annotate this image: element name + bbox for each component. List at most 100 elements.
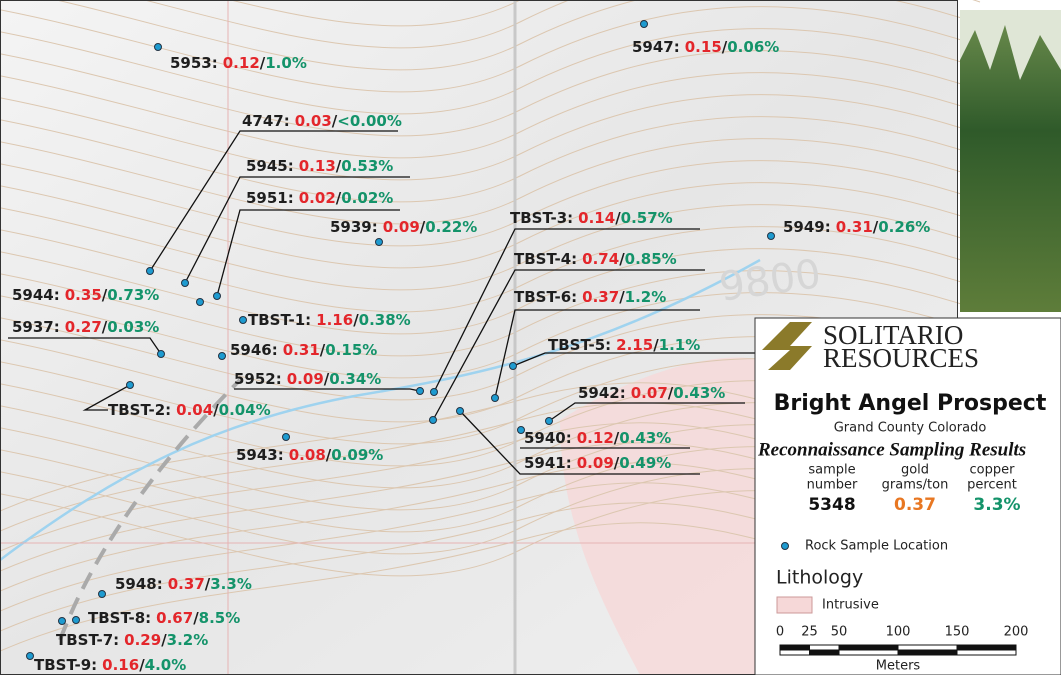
sample-id: TBST-7: bbox=[56, 631, 119, 649]
copper-value: 0.26% bbox=[878, 218, 930, 236]
sample-id: 5943: bbox=[236, 446, 284, 464]
copper-value: 0.34% bbox=[329, 370, 381, 388]
sample-id: 5937: bbox=[12, 318, 60, 336]
sample-label: 5953:0.12/1.0% bbox=[170, 54, 307, 72]
sample-label: 5944:0.35/0.73% bbox=[12, 286, 159, 304]
gold-value: 0.08 bbox=[289, 446, 326, 464]
copper-value: 0.03% bbox=[107, 318, 159, 336]
sample-label: TBST-7:0.29/3.2% bbox=[56, 631, 208, 649]
sample-dot bbox=[182, 280, 189, 287]
gold-value: 0.14 bbox=[578, 209, 615, 227]
gold-value: 0.67 bbox=[156, 609, 193, 627]
legend-dot bbox=[782, 543, 789, 550]
sample-label: 5947:0.15/0.06% bbox=[632, 38, 779, 56]
sample-dot bbox=[99, 591, 106, 598]
sample-dot bbox=[27, 653, 34, 660]
gold-value: 0.31 bbox=[283, 341, 320, 359]
scale-segment bbox=[839, 650, 898, 655]
column-example: 3.3% bbox=[973, 495, 1020, 515]
column-head: copper bbox=[970, 463, 1016, 478]
scale-segment bbox=[780, 645, 810, 650]
sample-label: 5940:0.12/0.43% bbox=[524, 429, 671, 447]
gold-value: 0.27 bbox=[65, 318, 102, 336]
sample-dot bbox=[240, 317, 247, 324]
copper-value: 3.3% bbox=[210, 575, 252, 593]
scale-segment bbox=[898, 650, 957, 655]
copper-value: <0.00% bbox=[337, 112, 402, 130]
sample-id: TBST-9: bbox=[34, 656, 97, 674]
sample-id: 5942: bbox=[578, 384, 626, 402]
legend-dot-label: Rock Sample Location bbox=[805, 539, 948, 554]
copper-value: 0.73% bbox=[107, 286, 159, 304]
sample-id: 5949: bbox=[783, 218, 831, 236]
intrusive-swatch bbox=[777, 597, 812, 613]
copper-value: 0.53% bbox=[341, 157, 393, 175]
sample-label: 5943:0.08/0.09% bbox=[236, 446, 383, 464]
sample-dot bbox=[546, 418, 553, 425]
sample-id: TBST-2: bbox=[108, 401, 171, 419]
gold-value: 0.37 bbox=[168, 575, 205, 593]
sample-label: 5937:0.27/0.03% bbox=[12, 318, 159, 336]
gold-value: 1.16 bbox=[316, 311, 353, 329]
sample-label: TBST-5:2.15/1.1% bbox=[548, 336, 700, 354]
logo-text: RESOURCES bbox=[823, 343, 979, 373]
sample-dot bbox=[641, 21, 648, 28]
intrusive-label: Intrusive bbox=[822, 598, 879, 613]
gold-value: 0.09 bbox=[287, 370, 324, 388]
gold-value: 0.37 bbox=[582, 288, 619, 306]
sample-dot bbox=[73, 617, 80, 624]
column-head: grams/ton bbox=[882, 478, 949, 493]
scale-segment bbox=[957, 650, 1016, 655]
copper-value: 0.38% bbox=[359, 311, 411, 329]
copper-value: 0.49% bbox=[619, 454, 671, 472]
sample-label: 5951:0.02/0.02% bbox=[246, 189, 393, 207]
legend-columns: samplenumber5348goldgrams/ton0.37copperp… bbox=[807, 463, 1021, 516]
scale-unit: Meters bbox=[876, 659, 921, 674]
scale-tick-label: 25 bbox=[801, 625, 818, 640]
page: {"map": { "separator": "/", "contour_lab… bbox=[0, 0, 1061, 675]
copper-value: 0.57% bbox=[621, 209, 673, 227]
gold-value: 0.35 bbox=[65, 286, 102, 304]
legend-subtitle: Grand County Colorado bbox=[834, 421, 987, 436]
sample-id: 5941: bbox=[524, 454, 572, 472]
sample-dot bbox=[430, 417, 437, 424]
copper-value: 0.22% bbox=[425, 218, 477, 236]
sample: TBST-9:0.16/4.0% bbox=[27, 653, 187, 674]
sample-id: TBST-1: bbox=[248, 311, 311, 329]
sample-label: TBST-1:1.16/0.38% bbox=[248, 311, 411, 329]
gold-value: 0.09 bbox=[383, 218, 420, 236]
lithology-title: Lithology bbox=[776, 567, 863, 589]
sample-id: TBST-3: bbox=[510, 209, 573, 227]
sample-id: 5945: bbox=[246, 157, 294, 175]
copper-value: 0.09% bbox=[331, 446, 383, 464]
sample-id: TBST-6: bbox=[514, 288, 577, 306]
sample-label: TBST-8:0.67/8.5% bbox=[88, 609, 240, 627]
sample-id: 5948: bbox=[115, 575, 163, 593]
sample-id: 5947: bbox=[632, 38, 680, 56]
sample-id: TBST-5: bbox=[548, 336, 611, 354]
sample: 5946:0.31/0.15% bbox=[219, 341, 378, 360]
gold-value: 0.04 bbox=[176, 401, 213, 419]
sample-dot bbox=[492, 395, 499, 402]
page-body: 9800 5953:0.12/1.0%5947:0.15/0.06%4747:0… bbox=[0, 0, 1061, 675]
sample-dot bbox=[197, 299, 204, 306]
copper-value: 0.15% bbox=[325, 341, 377, 359]
sample-id: 5940: bbox=[524, 429, 572, 447]
sample-dot bbox=[417, 388, 424, 395]
gold-value: 0.12 bbox=[577, 429, 614, 447]
legend: SOLITARIO RESOURCES Bright Angel Prospec… bbox=[755, 318, 1061, 675]
legend-heading: Reconnaissance Sampling Results bbox=[757, 439, 1026, 460]
scale-segment bbox=[780, 650, 810, 655]
sample-label: 5949:0.31/0.26% bbox=[783, 218, 930, 236]
gold-value: 0.13 bbox=[299, 157, 336, 175]
scale-tick-label: 50 bbox=[831, 625, 848, 640]
copper-value: 1.1% bbox=[659, 336, 701, 354]
map-view: 9800 5953:0.12/1.0%5947:0.15/0.06%4747:0… bbox=[0, 0, 1061, 675]
gold-value: 0.29 bbox=[124, 631, 161, 649]
column-head: number bbox=[807, 478, 858, 493]
sample-label: 5942:0.07/0.43% bbox=[578, 384, 725, 402]
site-photo bbox=[960, 10, 1061, 312]
sample-id: 5953: bbox=[170, 54, 218, 72]
scale-tick-label: 200 bbox=[1004, 625, 1029, 640]
sample-id: TBST-4: bbox=[514, 250, 577, 268]
